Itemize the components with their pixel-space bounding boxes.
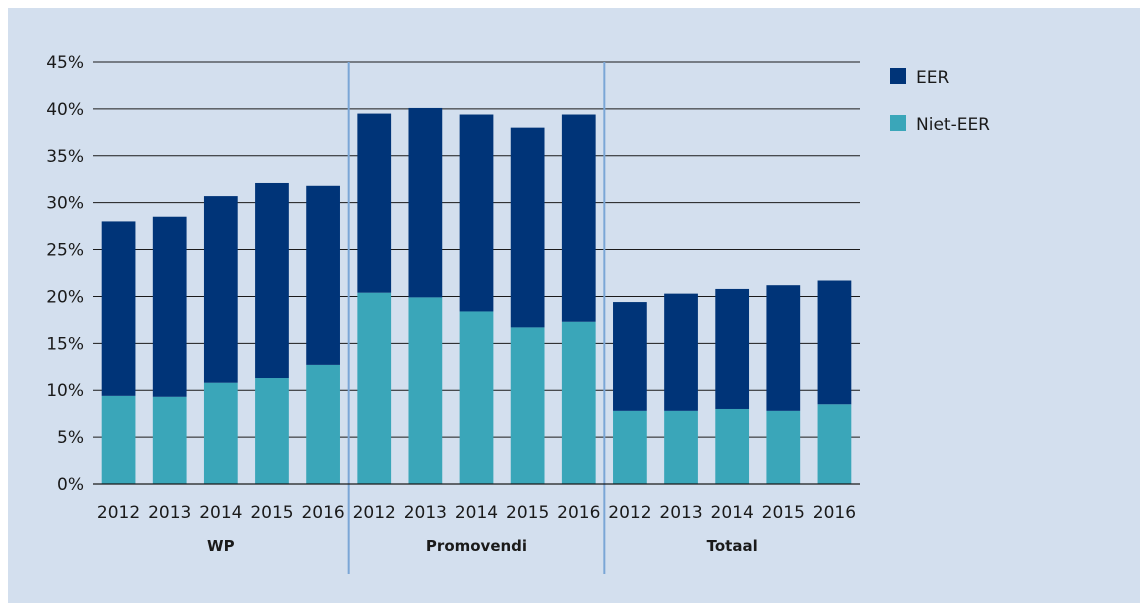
bar-niet-eer: [357, 292, 392, 484]
y-tick-label: 20%: [46, 287, 84, 307]
x-tick-label: 2016: [557, 503, 600, 523]
x-tick-label: 2016: [813, 503, 856, 523]
bar-niet-eer: [664, 410, 698, 484]
y-tick-label: 40%: [46, 100, 84, 120]
bar-eer: [203, 196, 238, 383]
x-tick-label: 2014: [455, 503, 498, 523]
bar-eer: [510, 127, 545, 328]
x-tick-label: 2012: [608, 503, 651, 523]
bars: [101, 107, 852, 484]
bar-niet-eer: [561, 321, 596, 484]
y-tick-label: 45%: [46, 53, 84, 73]
chart-panel: 0% 5% 10% 15% 20% 25% 30% 35% 40% 45% 2012 2013 2014…: [8, 8, 1140, 603]
group-label: Promovendi: [426, 537, 527, 555]
bar-eer: [766, 285, 801, 411]
bar-niet-eer: [715, 408, 750, 484]
legend-label: Niet-EER: [916, 115, 990, 135]
bar-niet-eer: [306, 364, 340, 484]
y-tick-label: 35%: [46, 147, 84, 167]
legend: EER Niet-EER: [890, 68, 990, 135]
x-tick-label: 2012: [97, 503, 140, 523]
bar-niet-eer: [766, 410, 801, 484]
bar-eer: [306, 185, 340, 365]
y-tick-label: 0%: [57, 475, 84, 495]
bar-eer: [152, 216, 187, 397]
bar-eer: [664, 293, 698, 411]
x-tick-label: 2012: [353, 503, 396, 523]
bar-eer: [817, 280, 852, 405]
y-tick-label: 10%: [46, 381, 84, 401]
x-tick-label: 2014: [711, 503, 754, 523]
group-label: WP: [207, 537, 235, 555]
stacked-bar-chart: 0% 5% 10% 15% 20% 25% 30% 35% 40% 45% 2012 2013 2014…: [46, 53, 990, 574]
x-tick-label: 2013: [659, 503, 702, 523]
x-tick-label: 2016: [301, 503, 344, 523]
bar-niet-eer: [510, 327, 545, 484]
axes: 0% 5% 10% 15% 20% 25% 30% 35% 40% 45% 2012 2013 2014…: [46, 53, 860, 555]
x-tick-label: 2013: [148, 503, 191, 523]
y-tick-label: 25%: [46, 241, 84, 261]
bar-niet-eer: [152, 396, 187, 484]
x-tick-label: 2015: [762, 503, 805, 523]
bar-eer: [101, 221, 136, 396]
legend-swatch-eer: [890, 68, 906, 84]
bar-niet-eer: [613, 410, 647, 484]
x-tick-label: 2013: [404, 503, 447, 523]
legend-swatch-niet-eer: [890, 115, 906, 131]
group-separators: [347, 62, 606, 574]
x-tick-label: 2015: [250, 503, 293, 523]
bar-eer: [613, 302, 647, 411]
y-tick-label: 15%: [46, 334, 84, 354]
x-tick-label: 2014: [199, 503, 242, 523]
bar-eer: [255, 182, 289, 379]
bar-niet-eer: [459, 311, 494, 484]
bar-niet-eer: [255, 378, 289, 484]
bar-niet-eer: [203, 382, 238, 484]
bar-eer: [408, 107, 443, 298]
x-tick-label: 2015: [506, 503, 549, 523]
bar-eer: [459, 114, 494, 312]
bar-niet-eer: [408, 297, 443, 484]
bar-eer: [715, 288, 750, 409]
legend-label: EER: [916, 68, 949, 88]
bar-eer: [561, 114, 596, 322]
group-label: Totaal: [707, 537, 758, 555]
bar-eer: [357, 113, 392, 293]
bar-niet-eer: [101, 395, 136, 484]
y-tick-label: 30%: [46, 194, 84, 214]
y-tick-label: 5%: [57, 428, 84, 448]
bar-niet-eer: [817, 404, 852, 484]
